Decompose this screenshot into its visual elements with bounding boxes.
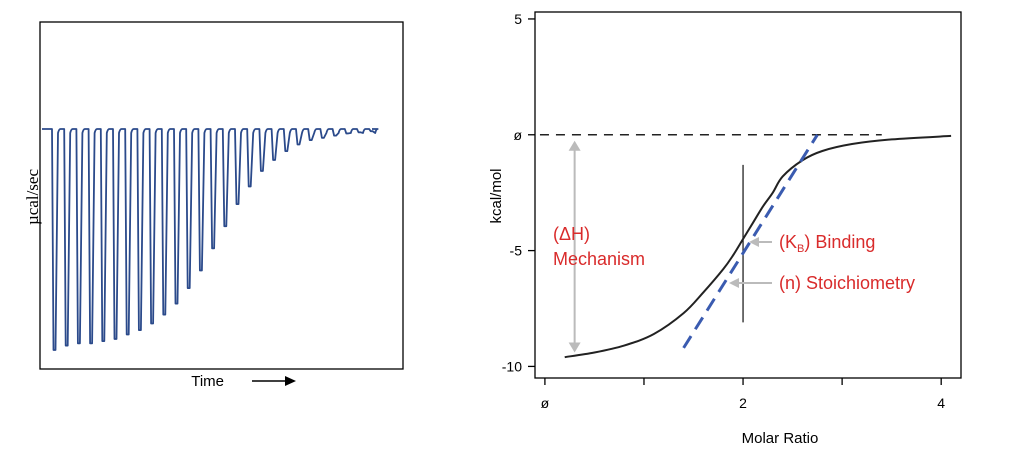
time-arrow-icon <box>252 376 296 386</box>
arrow-head-bottom <box>568 342 581 353</box>
enthalpy-label: (ΔH) <box>553 224 590 244</box>
arrow-head <box>749 237 759 247</box>
isotherm-frame <box>534 11 962 379</box>
thermogram-frame <box>39 21 404 370</box>
x-tick-label: 2 <box>739 395 747 411</box>
thermogram-x-label: Time <box>191 373 224 390</box>
mechanism-label: Mechanism <box>553 249 645 269</box>
y-tick-label: -10 <box>502 358 522 374</box>
x-tick-label: 4 <box>937 395 945 411</box>
arrow-head-top <box>568 140 581 151</box>
x-tick-label: ø <box>541 395 550 411</box>
isotherm-y-label: kcal/mol <box>488 168 505 223</box>
isotherm-curve <box>564 134 952 359</box>
binding-label-subscript: B <box>797 243 804 255</box>
isotherm-x-label: Molar Ratio <box>742 430 819 447</box>
thermogram-trace <box>42 128 379 351</box>
tangent-slope-line <box>682 133 819 349</box>
binding-label: (KB) Binding <box>779 232 875 255</box>
enthalpy-double-arrow-icon <box>568 140 581 353</box>
y-tick-label: 5 <box>514 11 522 27</box>
arrow-head <box>729 278 739 288</box>
y-tick-label: ø <box>513 127 522 143</box>
y-tick-label: -5 <box>510 243 523 259</box>
thermogram-panel: µcal/sec Time <box>23 21 404 390</box>
stoichiometry-arrow-icon <box>729 278 772 288</box>
binding-label-prefix: (K <box>779 232 797 252</box>
isotherm-y-axis: 5 ø -5 -10 <box>502 11 535 374</box>
binding-arrow-icon <box>749 237 772 247</box>
binding-label-suffix: ) Binding <box>804 232 875 252</box>
stoichiometry-label: (n) Stoichiometry <box>779 273 915 293</box>
thermogram-y-label: µcal/sec <box>23 169 42 225</box>
isotherm-x-axis: ø 2 4 <box>541 378 945 411</box>
